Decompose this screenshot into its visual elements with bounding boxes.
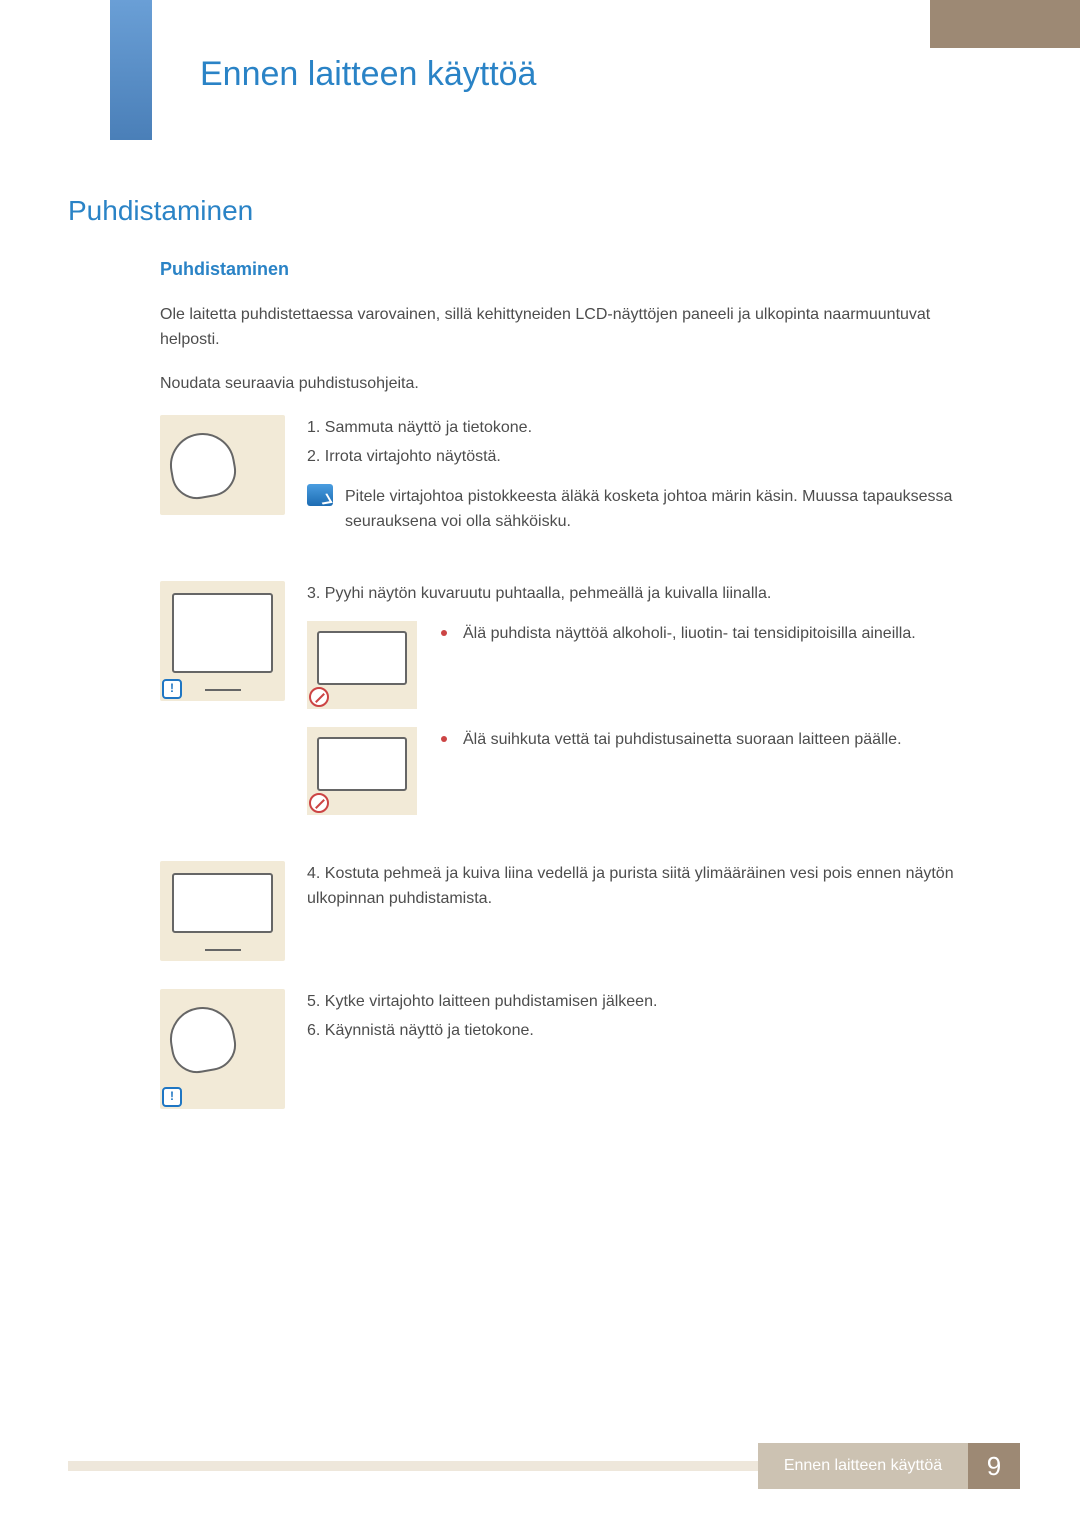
page-footer: Ennen laitteen käyttöä 9 bbox=[0, 1443, 1080, 1489]
step-row-1: 1. Sammuta näyttö ja tietokone. 2. Irrot… bbox=[160, 415, 990, 553]
note-icon bbox=[307, 484, 333, 506]
illustration-no-chemicals bbox=[307, 621, 417, 709]
step-row-3: 3. Pyyhi näytön kuvaruutu puhtaalla, peh… bbox=[160, 581, 990, 833]
chapter-title: Ennen laitteen käyttöä bbox=[200, 55, 536, 94]
illustration-plug-in bbox=[160, 989, 285, 1109]
header-blue-tab bbox=[110, 0, 152, 140]
section-title: Puhdistaminen bbox=[68, 195, 253, 227]
warning-no-alcohol: Älä puhdista näyttöä alkoholi-, liuotin-… bbox=[441, 621, 990, 647]
intro-paragraph-2: Noudata seuraavia puhdistusohjeita. bbox=[160, 371, 990, 397]
info-badge-icon bbox=[162, 679, 182, 699]
footer-chapter-label: Ennen laitteen käyttöä bbox=[758, 1443, 968, 1489]
header-brown-tab bbox=[930, 0, 1080, 48]
subsection-title: Puhdistaminen bbox=[160, 255, 990, 284]
step-2: 2. Irrota virtajohto näytöstä. bbox=[307, 444, 990, 470]
intro-paragraph-1: Ole laitetta puhdistettaessa varovainen,… bbox=[160, 302, 990, 353]
prohibited-icon bbox=[309, 793, 329, 813]
step-1: 1. Sammuta näyttö ja tietokone. bbox=[307, 415, 990, 441]
prohibited-icon bbox=[309, 687, 329, 707]
illustration-wipe bbox=[160, 581, 285, 701]
content-area: Puhdistaminen Ole laitetta puhdistettaes… bbox=[160, 255, 990, 1137]
illustration-unplug bbox=[160, 415, 285, 515]
step-row-5: 5. Kytke virtajohto laitteen puhdistamis… bbox=[160, 989, 990, 1109]
illustration-damp-cloth bbox=[160, 861, 285, 961]
footer-rule bbox=[68, 1461, 828, 1471]
step-2-note: Pitele virtajohtoa pistokkeesta äläkä ko… bbox=[345, 484, 990, 535]
step-3: 3. Pyyhi näytön kuvaruutu puhtaalla, peh… bbox=[307, 581, 990, 607]
step-5: 5. Kytke virtajohto laitteen puhdistamis… bbox=[307, 989, 990, 1015]
illustration-no-spray bbox=[307, 727, 417, 815]
warning-no-spray: Älä suihkuta vettä tai puhdistusainetta … bbox=[441, 727, 990, 753]
step-4: 4. Kostuta pehmeä ja kuiva liina vedellä… bbox=[307, 861, 990, 912]
step-row-4: 4. Kostuta pehmeä ja kuiva liina vedellä… bbox=[160, 861, 990, 961]
info-badge-icon bbox=[162, 1087, 182, 1107]
page-number: 9 bbox=[968, 1443, 1020, 1489]
step-6: 6. Käynnistä näyttö ja tietokone. bbox=[307, 1018, 990, 1044]
